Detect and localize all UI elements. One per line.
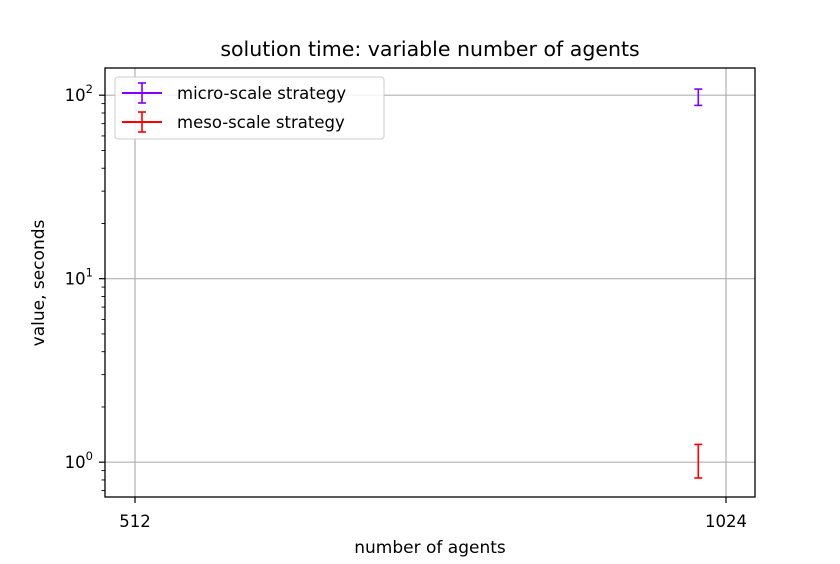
x-axis-label: number of agents [354, 538, 506, 558]
y-tick-label: 100 [65, 449, 93, 472]
legend-label: meso-scale strategy [177, 113, 345, 132]
chart-title: solution time: variable number of agents [220, 37, 639, 61]
errorbar-point [694, 443, 703, 479]
legend-box [114, 76, 385, 140]
data-layer [694, 88, 703, 479]
legend: micro-scale strategy meso-scale strategy [114, 76, 385, 140]
x-tick-label: 1024 [705, 512, 747, 531]
tick-layer: 512 1024 100 101 102 [65, 82, 747, 531]
y-tick-label: 101 [65, 266, 93, 289]
y-tick-label: 102 [65, 82, 93, 105]
legend-entry: micro-scale strategy [122, 82, 346, 104]
errorbar-point [694, 88, 703, 107]
y-axis-label: value, seconds [29, 219, 49, 346]
x-tick-label: 512 [119, 512, 151, 531]
legend-entry: meso-scale strategy [122, 111, 345, 133]
plot-frame [104, 67, 756, 498]
legend-label: micro-scale strategy [177, 84, 346, 103]
